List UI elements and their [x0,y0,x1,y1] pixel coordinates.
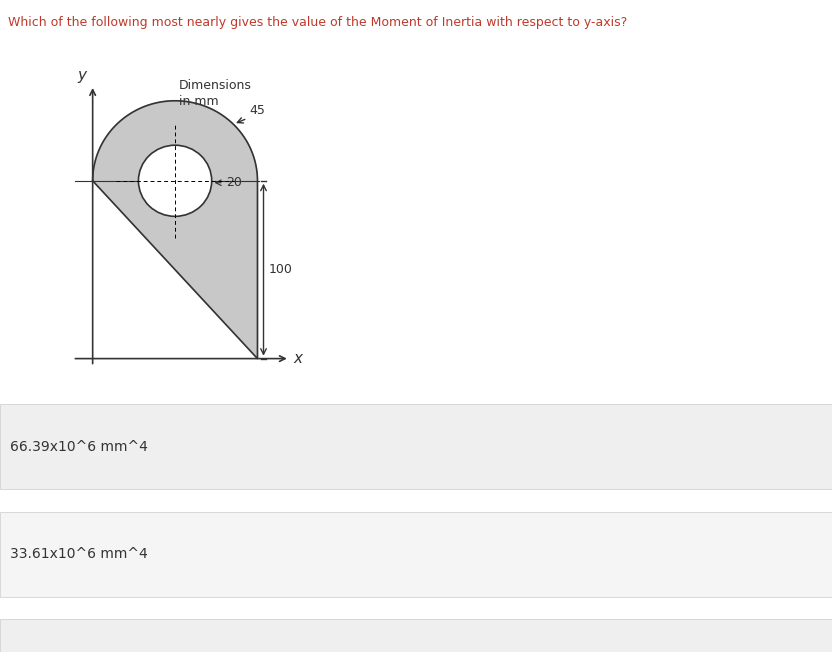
Text: x: x [294,351,303,366]
Text: 33.61x10^6 mm^4: 33.61x10^6 mm^4 [10,547,148,561]
Circle shape [138,145,211,216]
Text: Which of the following most nearly gives the value of the Moment of Inertia with: Which of the following most nearly gives… [8,16,627,29]
Text: 45: 45 [250,104,265,117]
Text: Dimensions
in mm: Dimensions in mm [179,80,252,108]
Text: 100: 100 [269,263,292,276]
Polygon shape [92,101,257,359]
Text: y: y [77,68,87,83]
Text: 20: 20 [225,176,241,189]
Text: 66.39x10^6 mm^4: 66.39x10^6 mm^4 [10,439,148,454]
